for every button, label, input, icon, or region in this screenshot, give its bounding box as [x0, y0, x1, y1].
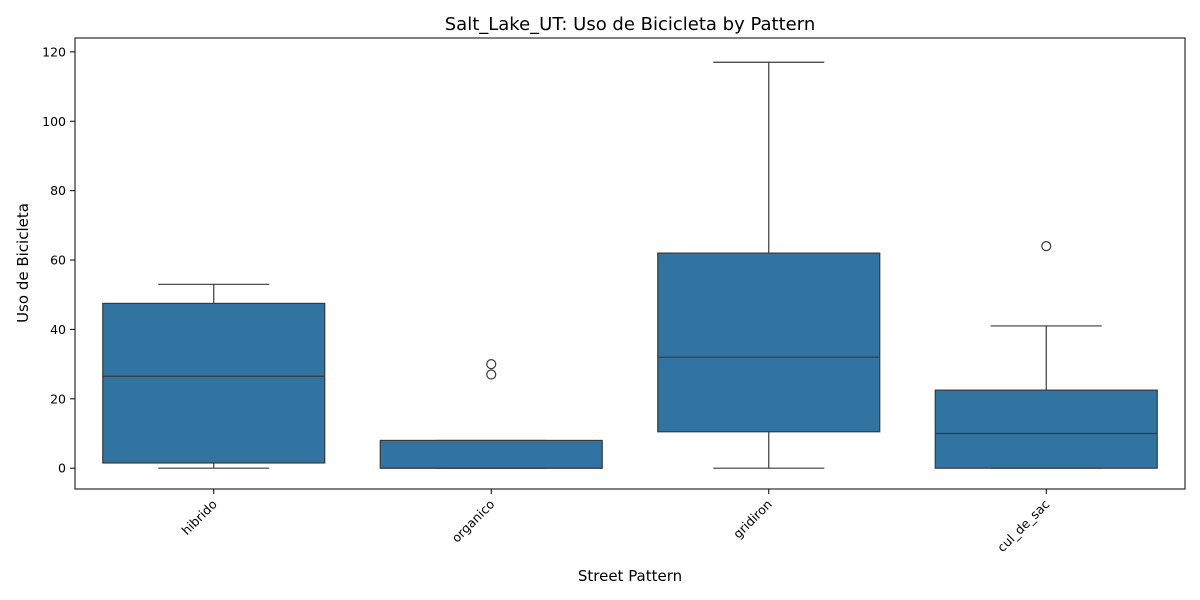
y-tick-label: 60	[50, 253, 66, 268]
box-hibrido	[102, 302, 326, 464]
plot-frame	[74, 37, 1186, 490]
x-tick-label: hibrido	[178, 497, 219, 538]
x-axis-label: Street Pattern	[578, 567, 682, 585]
x-tick-label: organico	[449, 497, 498, 546]
y-tick-label: 80	[50, 183, 66, 198]
box-gridiron	[657, 252, 881, 433]
outlier-point	[486, 369, 497, 380]
chart-title: Salt_Lake_UT: Uso de Bicicleta by Patter…	[445, 14, 816, 35]
outlier-point	[1041, 241, 1052, 252]
y-tick-label: 20	[50, 391, 66, 406]
x-axis: hibrido organico gridiron cul_de_sac	[178, 489, 1052, 555]
plot-area	[102, 61, 1158, 469]
outlier-point	[486, 359, 497, 370]
x-tick-label: gridiron	[730, 497, 775, 542]
x-tick-label: cul_de_sac	[994, 496, 1052, 554]
box-cul_de_sac	[934, 389, 1158, 469]
y-tick-label: 100	[42, 114, 66, 129]
y-tick-label: 40	[50, 322, 66, 337]
y-axis: 0 20 40 60 80 100 120	[42, 44, 75, 476]
box-organico	[379, 439, 603, 469]
y-tick-label: 0	[58, 461, 66, 476]
y-axis-label: Uso de Bicicleta	[14, 203, 32, 323]
y-tick-label: 120	[42, 44, 66, 59]
